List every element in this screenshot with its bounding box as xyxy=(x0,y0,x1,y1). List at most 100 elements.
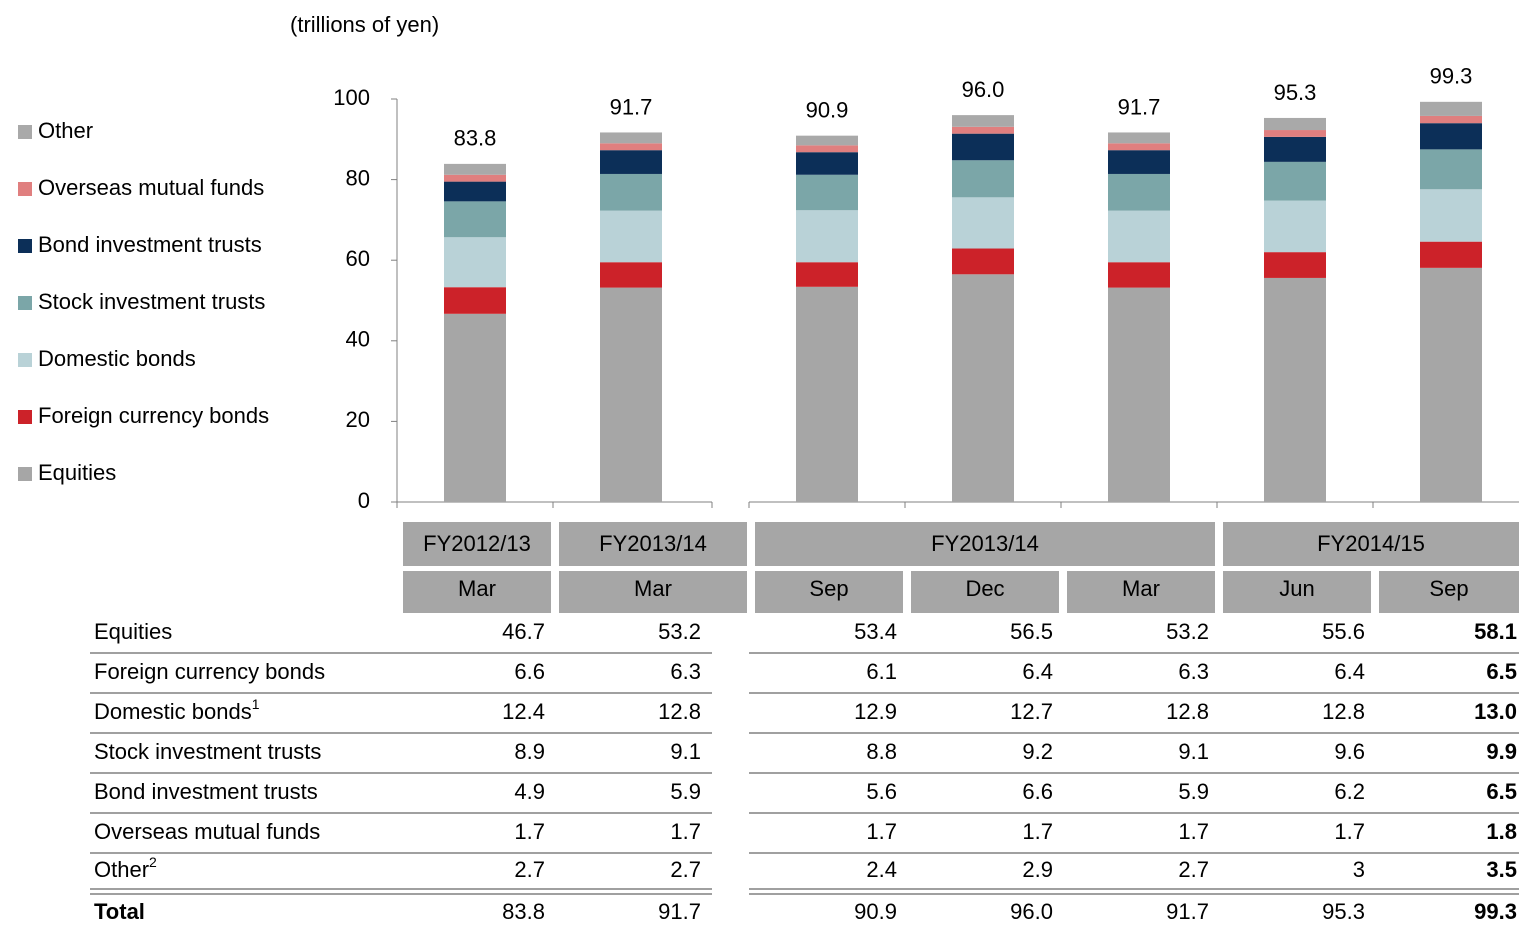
y-tick-label: 100 xyxy=(333,85,370,110)
column-header-cell xyxy=(1379,571,1519,613)
column-header-cell xyxy=(559,571,747,613)
table-value: 53.2 xyxy=(1166,619,1209,644)
table-value: 56.5 xyxy=(1010,619,1053,644)
bar-segment xyxy=(1420,267,1482,502)
group-header: FY2013/14 xyxy=(599,531,707,556)
bar-segment xyxy=(444,201,506,238)
bar-segment xyxy=(600,150,662,174)
bar-segment xyxy=(1420,101,1482,116)
group-header-cell xyxy=(559,522,747,566)
column-header-cell xyxy=(403,571,551,613)
bar-segment xyxy=(1264,277,1326,502)
table-value: 9.1 xyxy=(670,739,701,764)
total-value: 95.3 xyxy=(1322,899,1365,924)
table-value: 46.7 xyxy=(502,619,545,644)
table-value: 12.8 xyxy=(1322,699,1365,724)
y-tick-label: 60 xyxy=(346,246,370,271)
column-header: Sep xyxy=(809,576,848,601)
column-header: Mar xyxy=(634,576,672,601)
column-header: Mar xyxy=(458,576,496,601)
table-value: 3 xyxy=(1353,857,1365,882)
legend-swatch xyxy=(18,353,32,367)
total-label: 99.3 xyxy=(1430,64,1473,89)
bar-segment xyxy=(796,210,858,263)
total-value: 91.7 xyxy=(1166,899,1209,924)
group-header-cell xyxy=(403,522,551,566)
bar-segment xyxy=(796,174,858,211)
row-label: Other2 xyxy=(94,854,157,882)
bar-segment xyxy=(600,143,662,151)
column-header: Sep xyxy=(1429,576,1468,601)
bar-segment xyxy=(600,210,662,263)
bar-segment xyxy=(1420,241,1482,268)
table-value: 55.6 xyxy=(1322,619,1365,644)
table-value: 12.4 xyxy=(502,699,545,724)
unit-label: (trillions of yen) xyxy=(290,12,439,37)
bar-segment xyxy=(952,126,1014,134)
bar-segment xyxy=(796,135,858,146)
legend-swatch xyxy=(18,296,32,310)
bar-segment xyxy=(796,262,858,287)
legend-label: Domestic bonds xyxy=(38,346,196,371)
legend-swatch xyxy=(18,410,32,424)
table-value: 5.9 xyxy=(670,779,701,804)
bar-segment xyxy=(444,237,506,288)
legend-label: Other xyxy=(38,118,93,143)
legend-label: Stock investment trusts xyxy=(38,289,265,314)
bar-segment xyxy=(444,287,506,314)
group-header-cell xyxy=(755,522,1215,566)
bar-segment xyxy=(1108,150,1170,174)
table-value: 6.4 xyxy=(1334,659,1365,684)
row-label: Stock investment trusts xyxy=(94,739,321,764)
table-value: 12.9 xyxy=(854,699,897,724)
row-label: Foreign currency bonds xyxy=(94,659,325,684)
table-value: 2.9 xyxy=(1022,857,1053,882)
bar-segment xyxy=(1420,115,1482,124)
bar-segment xyxy=(1108,210,1170,263)
table-value: 12.8 xyxy=(658,699,701,724)
total-label: 96.0 xyxy=(962,77,1005,102)
group-header: FY2013/14 xyxy=(931,531,1039,556)
bar-segment xyxy=(1108,287,1170,502)
total-value: 83.8 xyxy=(502,899,545,924)
legend-swatch xyxy=(18,125,32,139)
legend-swatch xyxy=(18,467,32,481)
y-tick-label: 20 xyxy=(346,407,370,432)
bar-segment xyxy=(1264,136,1326,162)
legend-swatch xyxy=(18,182,32,196)
bar-segment xyxy=(600,173,662,211)
bar-segment xyxy=(952,197,1014,249)
table-value: 6.4 xyxy=(1022,659,1053,684)
bar-segment xyxy=(444,174,506,182)
bar-segment xyxy=(952,274,1014,502)
column-header-cell xyxy=(1223,571,1371,613)
bar-segment xyxy=(1420,189,1482,242)
table-value: 9.6 xyxy=(1334,739,1365,764)
bar-segment xyxy=(796,152,858,175)
row-label: Equities xyxy=(94,619,172,644)
table-value: 9.1 xyxy=(1178,739,1209,764)
bar-segment xyxy=(952,115,1014,127)
table-value: 4.9 xyxy=(514,779,545,804)
footnote-mark: 2 xyxy=(149,854,157,870)
table-value: 1.7 xyxy=(1022,819,1053,844)
bar-segment xyxy=(952,133,1014,161)
table-value: 1.7 xyxy=(866,819,897,844)
bar-segment xyxy=(444,163,506,175)
table-value: 12.8 xyxy=(1166,699,1209,724)
total-value: 99.3 xyxy=(1474,899,1517,924)
table-value: 1.7 xyxy=(1178,819,1209,844)
bar-segment xyxy=(444,313,506,502)
table-value: 9.9 xyxy=(1486,739,1517,764)
table-value: 5.6 xyxy=(866,779,897,804)
table-value: 6.5 xyxy=(1486,779,1517,804)
table-value: 6.2 xyxy=(1334,779,1365,804)
table-value: 12.7 xyxy=(1010,699,1053,724)
row-label: Domestic bonds1 xyxy=(94,696,260,724)
total-row-label: Total xyxy=(94,899,145,924)
table-value: 2.7 xyxy=(1178,857,1209,882)
table-value: 1.7 xyxy=(670,819,701,844)
bar-segment xyxy=(1420,123,1482,150)
legend-swatch xyxy=(18,239,32,253)
